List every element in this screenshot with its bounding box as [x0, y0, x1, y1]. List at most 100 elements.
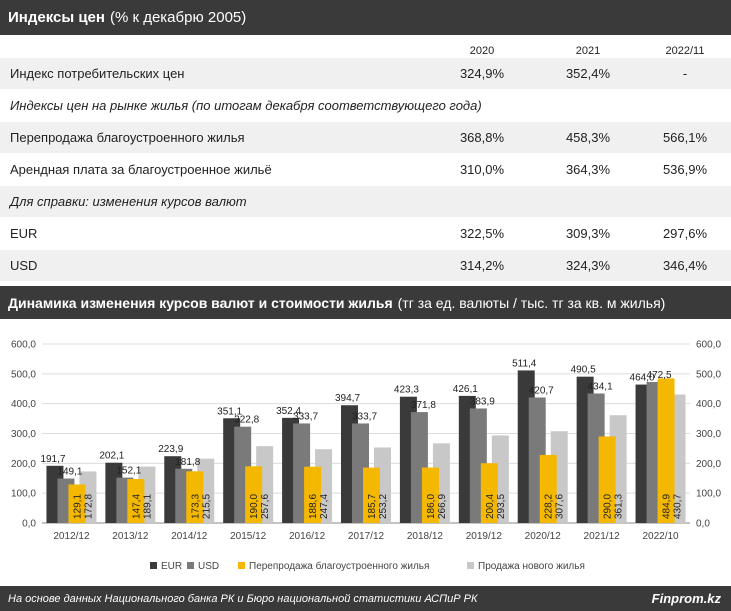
cell-value: 346,4%: [662, 258, 708, 273]
bar-resale: [363, 467, 380, 523]
bar-resale: [245, 466, 263, 523]
row-label: Для справки: изменения курсов валют: [10, 194, 247, 209]
cell-value: 314,2%: [459, 258, 505, 273]
data-label-resale: 200,4: [485, 494, 496, 519]
y-tick-label-right: 0,0: [696, 519, 710, 530]
data-label-usd: 472,5: [647, 370, 672, 381]
footer-source: На основе данных Национального банка РК …: [8, 592, 478, 605]
data-label-resale: 173,3: [190, 494, 201, 519]
legend-swatch: [187, 562, 194, 569]
bar-resale: [421, 467, 439, 523]
row-label: Перепродажа благоустроенного жилья: [10, 130, 245, 145]
table-row: Арендная плата за благоустроенное жильё …: [0, 154, 731, 185]
column-header: 2022/11: [665, 44, 705, 57]
bar-resale: [304, 466, 322, 523]
data-label-eur: 352,4: [276, 406, 301, 417]
footer: На основе данных Национального банка РК …: [0, 586, 731, 611]
y-tick-label-left: 300,0: [11, 429, 36, 440]
data-label-new-housing: 215,5: [201, 494, 212, 519]
table-subtitle: (% к декабрю 2005): [109, 9, 247, 26]
table-row: Перепродажа благоустроенного жилья 368,8…: [0, 122, 731, 153]
y-tick-label-left: 200,0: [11, 459, 36, 470]
data-label-usd: 383,9: [470, 396, 495, 407]
table-row: Индексы цен на рынке жилья (по итогам де…: [0, 90, 731, 121]
cell-value: 352,4%: [565, 66, 611, 81]
chart-subtitle: (тг за ед. валюты / тыс. тг за кв. м жил…: [397, 294, 666, 311]
bar-resale: [127, 479, 145, 523]
x-tick-label: 2017/12: [348, 531, 385, 542]
data-label-usd: 181,8: [175, 457, 200, 468]
row-label: USD: [10, 258, 38, 273]
cell-value: 309,3%: [565, 226, 611, 241]
data-label-resale: 290,0: [603, 494, 614, 519]
data-label-eur: 191,7: [40, 454, 65, 465]
y-tick-label-right: 400,0: [696, 399, 721, 410]
data-label-usd: 152,1: [116, 466, 141, 477]
chart-title: Динамика изменения курсов валют и стоимо…: [8, 294, 393, 311]
data-label-new-housing: 361,3: [614, 494, 625, 519]
data-label-usd: 420,7: [529, 385, 554, 396]
bar-resale: [598, 436, 616, 523]
cell-value: 458,3%: [565, 130, 611, 145]
x-tick-label: 2018/12: [407, 531, 444, 542]
x-tick-label: 2013/12: [112, 531, 149, 542]
data-label-eur: 426,1: [453, 384, 478, 395]
legend-label: Перепродажа благоустроенного жилья: [249, 560, 429, 572]
bar-resale: [539, 454, 557, 523]
data-label-usd: 322,8: [234, 415, 259, 426]
data-label-new-housing: 247,4: [319, 494, 330, 519]
x-tick-label: 2020/12: [525, 531, 562, 542]
legend-label: Продажа нового жилья: [478, 561, 585, 572]
data-label-eur: 490,5: [571, 365, 596, 376]
bar-resale: [657, 378, 675, 523]
data-label-eur: 223,9: [158, 444, 183, 455]
data-label-eur: 511,4: [512, 358, 537, 369]
data-label-resale: 129,1: [72, 494, 83, 519]
table-header: Индексы цен (% к декабрю 2005): [0, 0, 731, 35]
data-label-eur: 394,7: [335, 393, 360, 404]
bar-resale: [186, 471, 204, 523]
x-tick-label: 2019/12: [466, 531, 503, 542]
y-tick-label-right: 100,0: [696, 489, 721, 500]
bar-resale: [480, 463, 498, 523]
data-label-resale: 484,9: [662, 494, 673, 519]
y-tick-label-left: 600,0: [11, 340, 36, 351]
y-tick-label-left: 0,0: [22, 519, 36, 530]
data-label-eur: 202,1: [99, 451, 124, 462]
data-label-new-housing: 172,8: [83, 494, 94, 519]
x-tick-label: 2012/12: [53, 531, 90, 542]
chart-header: Динамика изменения курсов валют и стоимо…: [0, 286, 731, 319]
data-label-usd: 333,7: [352, 411, 377, 422]
legend-swatch: [150, 562, 157, 569]
data-label-new-housing: 266,9: [437, 494, 448, 519]
data-label-resale: 185,7: [367, 494, 378, 519]
data-label-eur: 351,1: [217, 406, 242, 417]
legend-swatch: [467, 562, 474, 569]
row-label: Индекс потребительских цен: [10, 66, 185, 81]
data-label-resale: 188,6: [308, 494, 319, 519]
data-label-usd: 149,1: [57, 467, 82, 478]
x-tick-label: 2014/12: [171, 531, 208, 542]
legend-swatch: [238, 562, 245, 569]
data-label-usd: 371,8: [411, 400, 436, 411]
y-tick-label-left: 500,0: [11, 369, 36, 380]
cell-value: 324,9%: [459, 66, 505, 81]
y-tick-label-right: 500,0: [696, 369, 721, 380]
table-title: Индексы цен: [8, 9, 105, 26]
y-tick-label-left: 100,0: [11, 489, 36, 500]
row-label: EUR: [10, 226, 38, 241]
cell-value: 324,3%: [565, 258, 611, 273]
table-row: EUR 322,5% 309,3% 297,6%: [0, 218, 731, 249]
bar-chart: 0,0 0,0 100,0 100,0 200,0 200,0 300,0 300,0 400,…: [11, 340, 721, 573]
table-row: Индекс потребительских цен 324,9% 352,4%…: [0, 58, 731, 89]
data-label-usd: 333,7: [293, 411, 318, 422]
data-label-eur: 423,3: [394, 385, 419, 396]
data-label-new-housing: 189,1: [142, 494, 153, 519]
x-tick-label: 2021/12: [584, 531, 621, 542]
row-label: Индексы цен на рынке жилья (по итогам де…: [10, 98, 482, 113]
cell-value: 322,5%: [459, 226, 505, 241]
column-header: 2021: [575, 44, 601, 57]
y-tick-label-right: 300,0: [696, 429, 721, 440]
data-label-eur: 464,0: [630, 373, 655, 384]
x-tick-label: 2022/10: [642, 531, 679, 542]
